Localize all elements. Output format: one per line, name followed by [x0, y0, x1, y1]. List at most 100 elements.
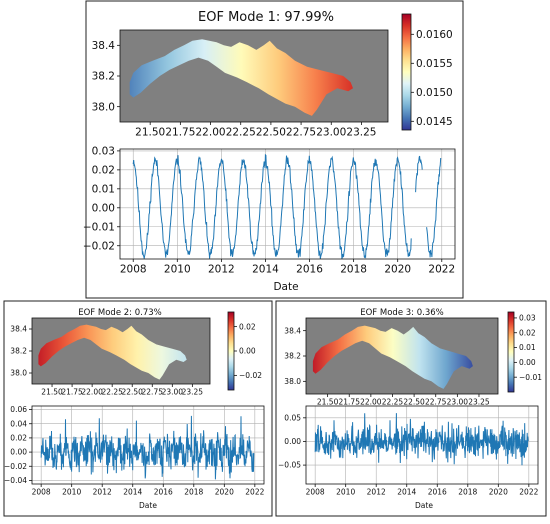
y-tick-label: 38.4	[92, 40, 116, 52]
panel-frame-mode-2	[3, 300, 273, 517]
colorbar-tick-label: 0.0145	[416, 116, 453, 128]
x-tick-label: 22.75	[425, 398, 447, 407]
x-tick-label: 21.50	[317, 398, 339, 407]
x-tick-label: 2018	[184, 488, 203, 497]
x-tick-label: 23.00	[162, 388, 184, 397]
x-tick-label: 2020	[489, 488, 508, 497]
x-tick-label: 2010	[164, 264, 191, 276]
x-tick-label: 22.75	[142, 388, 164, 397]
series-axes	[305, 405, 539, 485]
pc-time-series-line	[132, 153, 442, 260]
y-tick-label: 0.04	[10, 419, 27, 428]
x-tick-label: 2014	[252, 264, 279, 276]
x-tick-label: 21.50	[135, 127, 165, 139]
series-axes	[119, 148, 456, 260]
chart-title-mode-1: EOF Mode 1: 97.99%	[198, 10, 334, 25]
x-tick-label: 21.75	[61, 388, 83, 397]
x-tick-label: 2012	[93, 488, 112, 497]
x-tick-label: 22.25	[101, 388, 123, 397]
x-tick-label: 2014	[397, 488, 416, 497]
y-tick-label: −0.05	[278, 461, 301, 470]
x-tick-label: 22.00	[196, 127, 226, 139]
x-tick-label: 2022	[428, 264, 455, 276]
x-tick-label: 22.50	[256, 127, 286, 139]
x-tick-label: 2012	[208, 264, 235, 276]
y-tick-label: 38.2	[10, 347, 27, 356]
colorbar	[401, 13, 412, 131]
y-tick-label: 0.02	[92, 165, 115, 177]
colorbar-tick-label: 0.00	[239, 347, 256, 356]
x-axis-label-mode-2: Date	[139, 501, 157, 510]
colorbar-tick-label: 0.0160	[416, 29, 453, 41]
x-tick-label: 2012	[367, 488, 386, 497]
x-tick-label: 2010	[336, 488, 355, 497]
x-tick-label: 2008	[120, 264, 147, 276]
y-tick-label: 38.2	[92, 71, 115, 83]
gulf-eof-field	[312, 325, 473, 389]
y-tick-label: −0.02	[83, 240, 115, 252]
y-tick-label: 38.4	[284, 326, 301, 335]
x-tick-label: 22.75	[286, 127, 316, 139]
y-tick-label: 38.4	[10, 325, 27, 334]
x-tick-label: 2008	[306, 488, 325, 497]
y-tick-label: 0.01	[92, 184, 115, 196]
x-tick-label: 23.25	[346, 127, 376, 139]
colorbar-tick-label: 0.03	[519, 314, 536, 323]
x-tick-label: 22.50	[403, 398, 425, 407]
x-tick-label: 21.75	[339, 398, 361, 407]
y-tick-label: 38.0	[284, 377, 301, 386]
y-tick-label: 0.03	[92, 146, 115, 158]
x-tick-label: 2020	[384, 264, 411, 276]
series-axes	[31, 405, 265, 485]
x-tick-label: 21.75	[165, 127, 195, 139]
y-tick-label: 0.05	[284, 413, 301, 422]
colorbar	[507, 311, 515, 393]
x-tick-label: 23.25	[182, 388, 204, 397]
x-tick-label: 2022	[519, 488, 538, 497]
colorbar-tick-label: −0.02	[239, 371, 262, 380]
x-tick-label: 2022	[245, 488, 264, 497]
colorbar-tick-label: 0.02	[239, 322, 256, 331]
colorbar-tick-label: 0.02	[519, 328, 536, 337]
pc-time-series-line	[314, 413, 529, 466]
colorbar-tick-label: 0.0150	[416, 87, 453, 99]
x-tick-label: 23.00	[447, 398, 469, 407]
y-tick-label: 0.00	[92, 202, 115, 214]
x-tick-label: 2018	[458, 488, 477, 497]
x-axis-label-mode-1: Date	[273, 281, 298, 293]
y-tick-label: 0.06	[10, 405, 27, 414]
y-tick-label: −0.01	[83, 221, 115, 233]
y-tick-label: 0.00	[10, 448, 27, 457]
x-tick-label: 22.00	[81, 388, 103, 397]
x-tick-label: 2016	[154, 488, 173, 497]
panel-frame-mode-3	[275, 300, 547, 517]
y-tick-label: −0.02	[4, 462, 27, 471]
colorbar-tick-label: 0.00	[519, 358, 536, 367]
chart-title-mode-2: EOF Mode 2: 0.73%	[78, 308, 162, 318]
colorbar	[227, 311, 235, 391]
y-tick-label: 38.0	[92, 101, 115, 113]
x-tick-label: 23.25	[468, 398, 490, 407]
panel-frame-mode-1	[85, 0, 464, 299]
gulf-eof-field	[38, 324, 187, 380]
y-tick-label: 38.2	[284, 352, 301, 361]
y-tick-label: −0.04	[4, 476, 27, 485]
x-tick-label: 2010	[62, 488, 81, 497]
chart-title-mode-3: EOF Mode 3: 0.36%	[360, 308, 444, 318]
colorbar-tick-label: 0.0155	[416, 58, 453, 70]
y-tick-label: 0.02	[10, 434, 27, 443]
x-tick-label: 2020	[215, 488, 234, 497]
x-tick-label: 22.25	[382, 398, 404, 407]
x-tick-label: 2008	[32, 488, 51, 497]
x-tick-label: 22.00	[360, 398, 382, 407]
x-tick-label: 22.50	[121, 388, 143, 397]
pc-time-series-line	[40, 415, 255, 480]
colorbar-tick-label: 0.01	[519, 343, 536, 352]
x-tick-label: 22.25	[226, 127, 256, 139]
x-tick-label: 2014	[123, 488, 142, 497]
y-tick-label: 38.0	[10, 369, 27, 378]
x-tick-label: 2016	[296, 264, 323, 276]
gulf-eof-field	[129, 39, 353, 116]
x-tick-label: 2018	[340, 264, 367, 276]
